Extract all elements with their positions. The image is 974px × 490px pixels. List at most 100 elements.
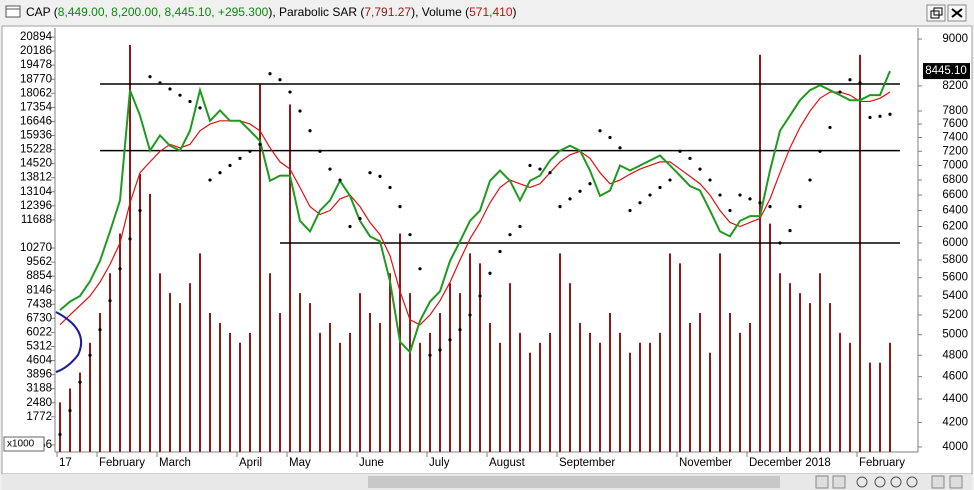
tool-button[interactable] bbox=[856, 476, 868, 488]
volume-bar bbox=[59, 402, 61, 452]
sar-dot bbox=[818, 149, 822, 153]
volume-bar bbox=[499, 342, 501, 452]
restore-glyph bbox=[933, 7, 943, 16]
volume-bar bbox=[599, 342, 601, 452]
sar-dot bbox=[268, 72, 272, 76]
volume-bar bbox=[329, 322, 331, 452]
sar-dot bbox=[528, 163, 532, 168]
y2-tick-label: 14520 bbox=[20, 158, 52, 170]
x-tick-label: February bbox=[99, 457, 145, 469]
volume-bar bbox=[719, 253, 721, 452]
y2-tick-label: 9562 bbox=[26, 256, 52, 268]
volume-bar bbox=[209, 312, 211, 452]
sar-dot bbox=[368, 171, 372, 175]
volume-bar bbox=[199, 253, 201, 452]
volume-bar bbox=[529, 352, 531, 452]
sar-dot bbox=[828, 125, 832, 130]
volume-bar bbox=[189, 283, 191, 452]
sar-dot bbox=[298, 109, 302, 113]
sar-dot bbox=[388, 185, 392, 190]
volume-bar bbox=[809, 303, 811, 452]
volume-bar bbox=[859, 54, 861, 452]
sar-dot bbox=[638, 201, 642, 205]
volume-bar bbox=[469, 253, 471, 452]
sar-dot bbox=[538, 167, 542, 171]
toolbar bbox=[815, 475, 963, 489]
sar-dot bbox=[598, 129, 602, 133]
y2-tick-label: 20186 bbox=[20, 45, 52, 57]
volume-bar bbox=[249, 332, 251, 452]
x-tick-label: 17 bbox=[59, 457, 72, 469]
zoom-out[interactable] bbox=[890, 476, 902, 488]
volume-bar bbox=[109, 273, 111, 452]
y-tick-label: 7800 bbox=[942, 105, 968, 117]
sar-dot bbox=[458, 328, 462, 332]
sar-dot bbox=[258, 142, 262, 146]
header-segment: ), Volume ( bbox=[411, 5, 469, 19]
y2-tick-label: 2480 bbox=[26, 397, 52, 409]
scroll-thumb[interactable] bbox=[368, 476, 780, 488]
sar-dot bbox=[748, 197, 752, 201]
zoom-reset[interactable] bbox=[906, 476, 918, 488]
sar-dot bbox=[198, 106, 202, 110]
y-tick-label: 4800 bbox=[942, 349, 968, 361]
window-icon[interactable] bbox=[5, 5, 21, 18]
volume-bar bbox=[869, 362, 871, 452]
sar-dot bbox=[838, 90, 842, 94]
x-tick-label: June bbox=[359, 457, 384, 469]
y2-tick-label: 3896 bbox=[26, 369, 52, 381]
sar-dot bbox=[448, 338, 452, 342]
volume-bar bbox=[269, 273, 271, 452]
window-buttons bbox=[926, 4, 967, 22]
volume-bar bbox=[839, 332, 841, 452]
sar-dot bbox=[548, 171, 552, 175]
volume-bar bbox=[369, 312, 371, 452]
y2-tick-label: 10270 bbox=[20, 242, 52, 254]
scroll-left[interactable] bbox=[931, 475, 945, 489]
y2-tick-label: 8146 bbox=[26, 284, 52, 296]
header-segment: 571,410 bbox=[469, 5, 513, 19]
sar-dot bbox=[628, 208, 632, 213]
sar-dot bbox=[708, 178, 712, 182]
volume-bar bbox=[549, 332, 551, 452]
sar-dot bbox=[158, 81, 162, 85]
y2-tick-label: 18770 bbox=[20, 73, 52, 85]
sar-dot bbox=[398, 205, 402, 209]
zoom-in[interactable] bbox=[874, 476, 886, 488]
sar-dot bbox=[728, 208, 732, 213]
y2-tick-label: 4604 bbox=[26, 355, 52, 367]
sar-dot bbox=[498, 249, 502, 254]
volume-bar bbox=[429, 332, 431, 452]
volume-bar bbox=[729, 312, 731, 452]
volume-bar bbox=[99, 312, 101, 452]
volume-bar bbox=[589, 332, 591, 452]
sar-dot bbox=[108, 299, 112, 303]
volume-bar bbox=[749, 322, 751, 452]
y-tick-label: 5600 bbox=[942, 272, 968, 284]
y2-tick-label: 18062 bbox=[20, 87, 52, 99]
sar-dot bbox=[798, 205, 802, 209]
volume-bar bbox=[559, 253, 561, 452]
sar-dot bbox=[68, 408, 72, 413]
sar-dot bbox=[518, 224, 522, 229]
sar-dot bbox=[648, 193, 652, 197]
volume-bar bbox=[689, 322, 691, 452]
plot bbox=[58, 44, 900, 453]
y-tick-label: 4600 bbox=[942, 371, 968, 383]
tool-button[interactable] bbox=[815, 475, 829, 489]
tool-button[interactable] bbox=[832, 475, 846, 489]
sar-dot bbox=[888, 112, 892, 116]
sar-dot bbox=[698, 167, 702, 171]
sar-dot bbox=[328, 167, 332, 171]
sar-dot bbox=[868, 115, 872, 120]
x-tick-label: February bbox=[859, 457, 905, 469]
volume-bar bbox=[439, 312, 441, 452]
y-tick-label: 4000 bbox=[942, 441, 968, 453]
sar-dot bbox=[668, 178, 672, 182]
volume-bar bbox=[479, 263, 481, 452]
scroll-right[interactable] bbox=[949, 475, 963, 489]
header-title: CAP (8,449.00, 8,200.00, 8,445.10, +295.… bbox=[26, 5, 517, 19]
sar-dot bbox=[578, 189, 582, 193]
y2-tick-label: 20894 bbox=[20, 31, 53, 43]
